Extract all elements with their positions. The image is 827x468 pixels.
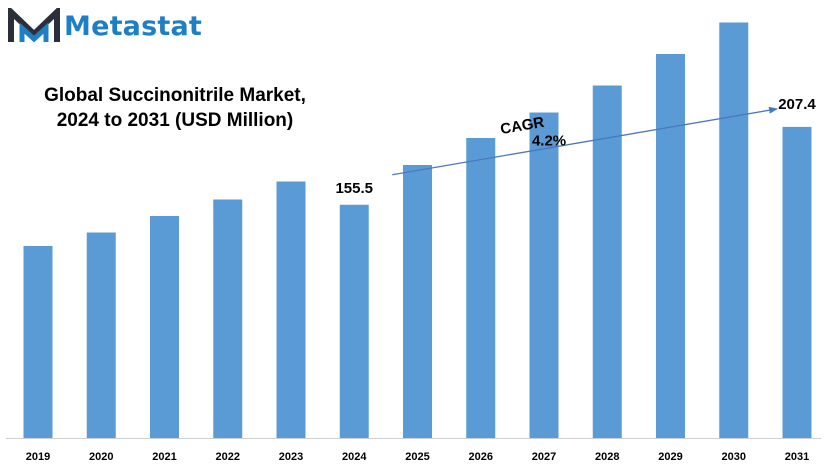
bar-2029 xyxy=(656,54,685,438)
data-label-2024: 155.5 xyxy=(335,180,373,197)
brand-name: Metastat xyxy=(64,10,203,42)
data-label-2031: 207.4 xyxy=(778,96,816,113)
bar-2023 xyxy=(276,181,306,438)
x-tick-2027: 2027 xyxy=(532,451,556,463)
chart-title-line-2: 2024 to 2031 (USD Million) xyxy=(56,110,294,131)
bar-2022 xyxy=(213,199,243,438)
x-tick-2024: 2024 xyxy=(342,451,367,463)
metastat-m-icon xyxy=(8,8,60,43)
data-labels-group: 155.5 207.4 xyxy=(335,96,816,197)
bar-2020 xyxy=(86,232,116,438)
bar-2021 xyxy=(150,216,179,438)
x-tick-labels-group: 2019 2020 2021 2022 2023 2024 2025 2026 2027 2028… xyxy=(26,451,809,463)
bars-group xyxy=(23,22,812,439)
x-tick-2021: 2021 xyxy=(152,451,176,463)
bar-2028 xyxy=(592,85,622,438)
bar-2027 xyxy=(529,112,559,438)
bar-2030 xyxy=(719,22,749,438)
bar-2031 xyxy=(782,126,812,439)
bar-2024 xyxy=(339,204,369,438)
x-tick-2023: 2023 xyxy=(279,451,303,463)
x-tick-2026: 2026 xyxy=(469,451,493,463)
bar-2026 xyxy=(466,138,496,438)
cagr-value: 4.2% xyxy=(532,132,566,149)
bar-2025 xyxy=(403,165,432,438)
chart-title: Global Succinonitrile Market, 2024 to 20… xyxy=(40,83,310,133)
x-tick-2019: 2019 xyxy=(26,451,50,463)
x-tick-2025: 2025 xyxy=(405,451,429,463)
bar-2019 xyxy=(23,246,53,438)
x-tick-2030: 2030 xyxy=(722,451,746,463)
x-tick-2022: 2022 xyxy=(216,451,240,463)
metastat-logo: Metastat xyxy=(8,8,202,44)
x-tick-2031: 2031 xyxy=(785,451,809,463)
x-tick-2029: 2029 xyxy=(658,451,682,463)
x-tick-2028: 2028 xyxy=(595,451,619,463)
cagr-arrow xyxy=(392,106,778,176)
x-tick-2020: 2020 xyxy=(89,451,113,463)
chart-title-line-1: Global Succinonitrile Market, xyxy=(44,85,306,106)
